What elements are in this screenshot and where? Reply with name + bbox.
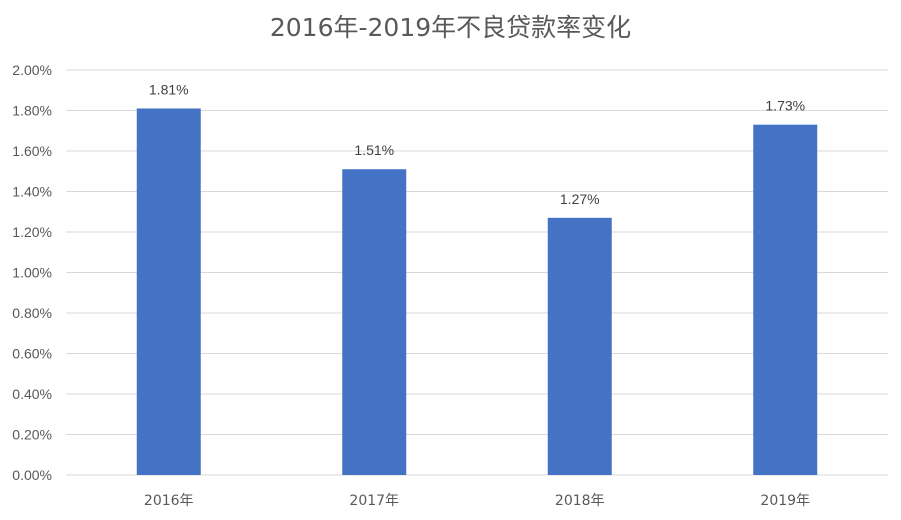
y-tick-label: 1.00%	[12, 265, 52, 281]
y-tick-label: 1.40%	[12, 184, 52, 200]
data-label: 1.81%	[149, 81, 189, 97]
data-label: 1.73%	[765, 98, 805, 114]
x-tick-label: 2018年	[555, 493, 605, 509]
y-tick-label: 0.40%	[12, 386, 52, 402]
data-label: 1.27%	[560, 191, 600, 207]
y-tick-label: 0.20%	[12, 427, 52, 443]
y-tick-label: 0.80%	[12, 305, 52, 321]
y-tick-label: 1.80%	[12, 103, 52, 119]
data-label: 1.51%	[354, 142, 394, 158]
bar	[342, 169, 407, 475]
y-tick-label: 1.60%	[12, 143, 52, 159]
x-tick-label: 2019年	[760, 493, 810, 509]
x-tick-label: 2016年	[144, 493, 194, 509]
y-tick-label: 0.00%	[12, 467, 52, 483]
bar	[136, 108, 201, 475]
chart-title: 2016年-2019年不良贷款率变化	[269, 13, 632, 42]
y-tick-label: 0.60%	[12, 346, 52, 362]
y-tick-label: 1.20%	[12, 224, 52, 240]
y-tick-label: 2.00%	[12, 62, 52, 78]
bar	[753, 124, 818, 476]
bar	[547, 217, 612, 475]
x-tick-label: 2017年	[349, 493, 399, 509]
